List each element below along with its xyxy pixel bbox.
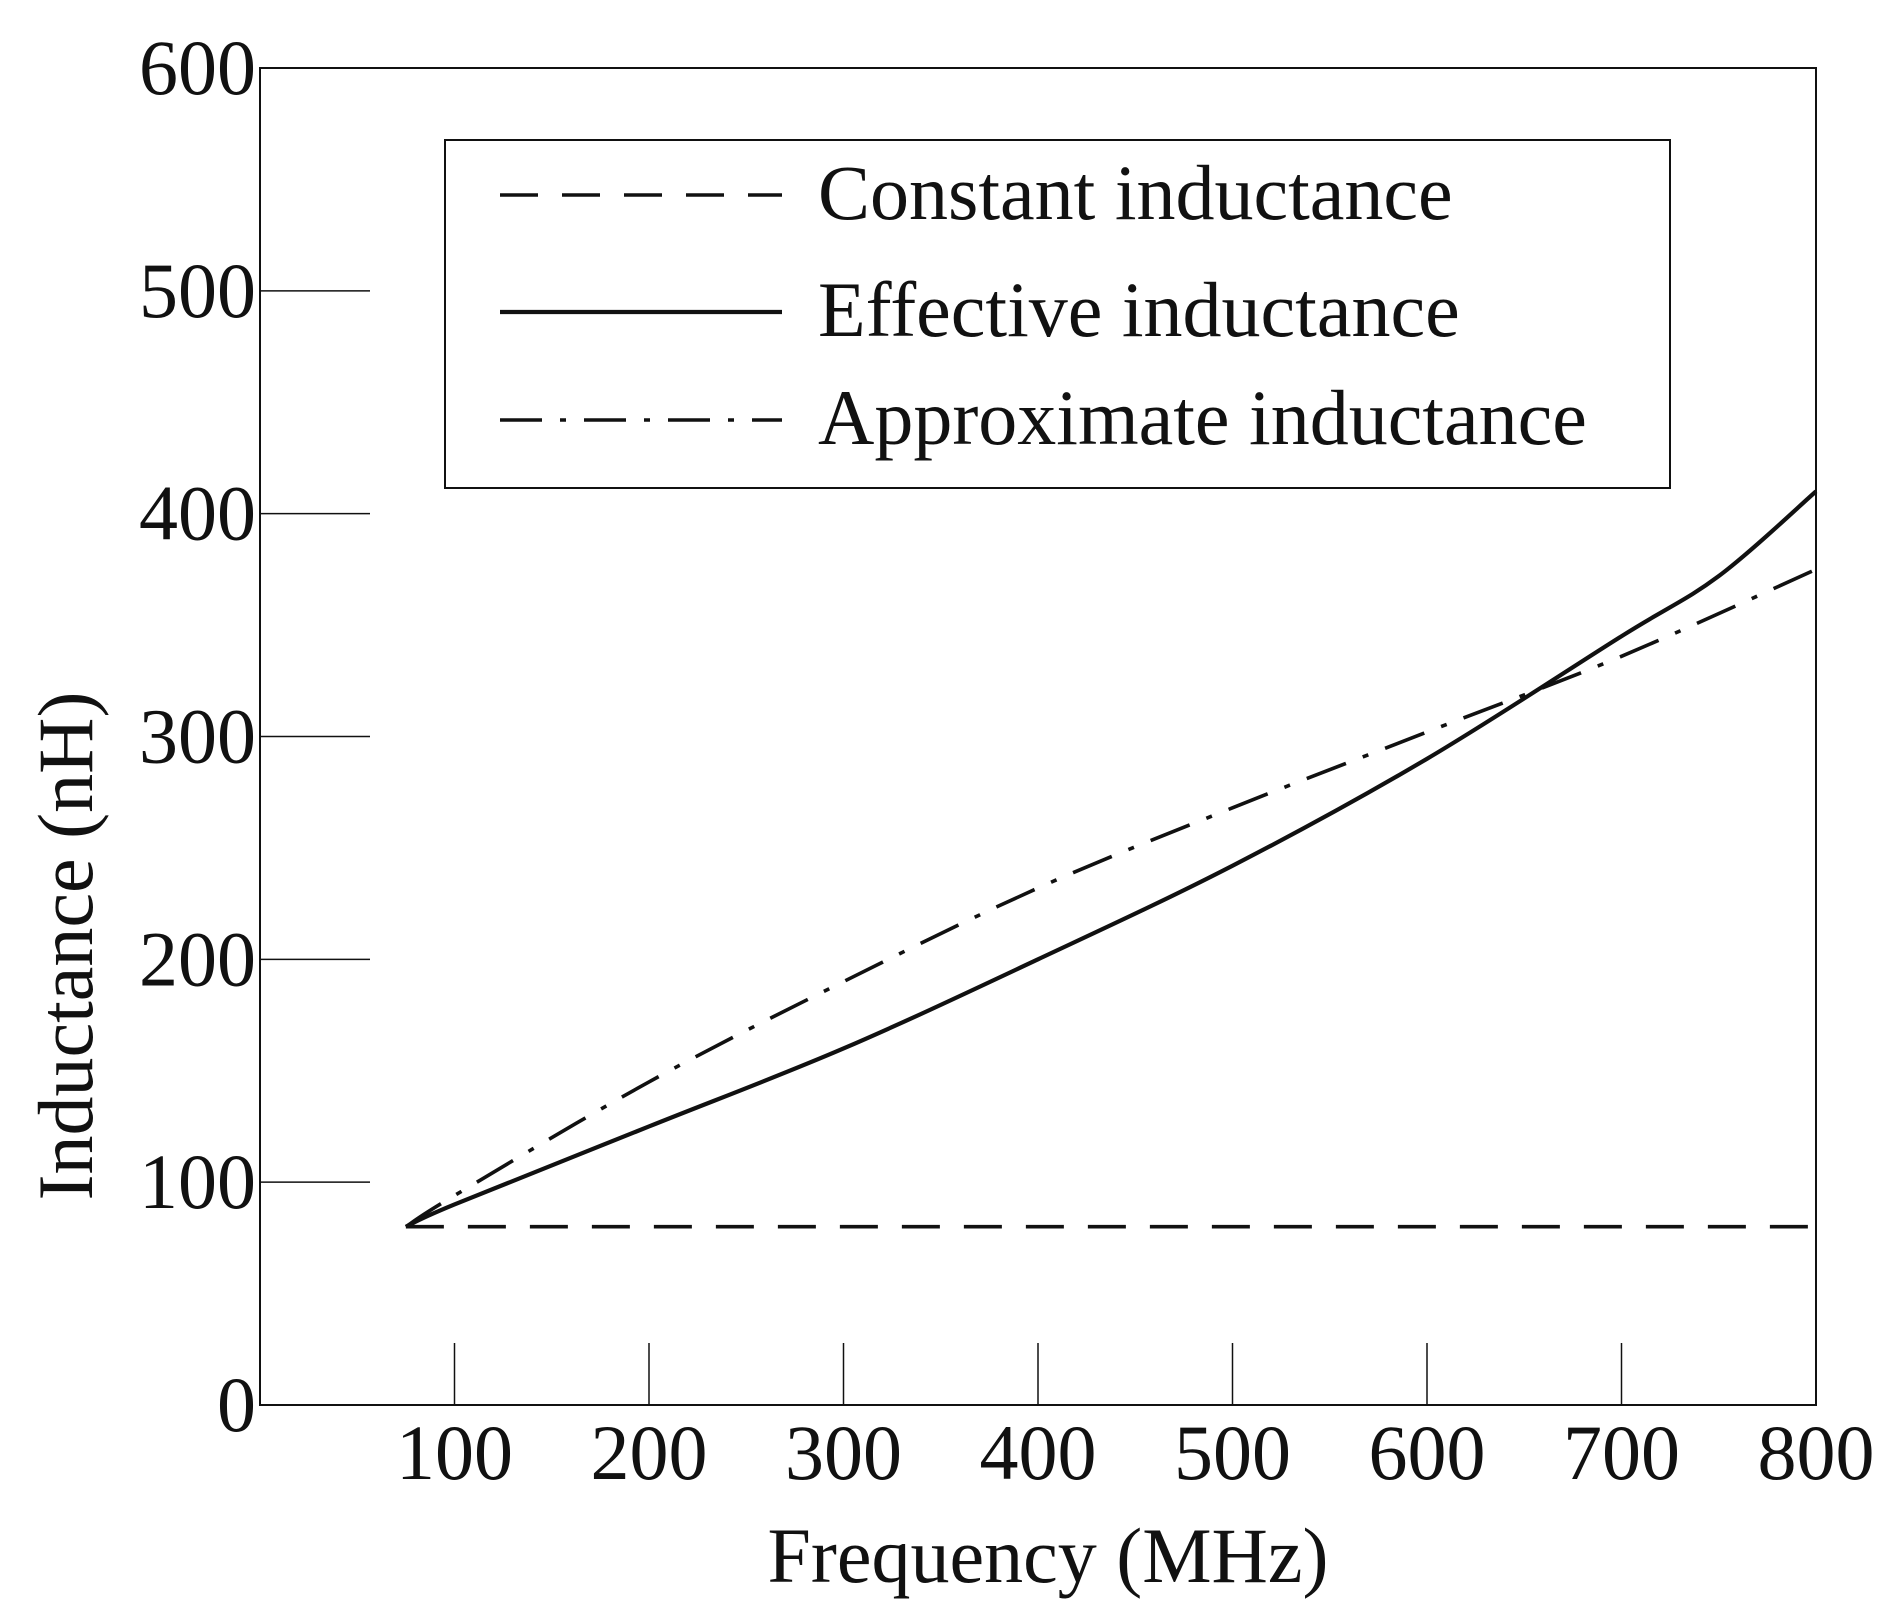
legend-label-1: Effective inductance (818, 266, 1460, 353)
series-layer (404, 489, 1818, 1229)
x-tick-label: 300 (785, 1409, 902, 1496)
y-tick-label: 300 (139, 693, 256, 780)
y-tick-label: 400 (139, 470, 256, 557)
x-tick-label: 600 (1369, 1409, 1486, 1496)
series-line-effective-inductance (404, 489, 1818, 1229)
x-tick-label: 400 (980, 1409, 1097, 1496)
x-axis-label: Frequency (MHz) (768, 1512, 1329, 1599)
x-tick-label: 800 (1758, 1409, 1875, 1496)
x-tick-label: 200 (591, 1409, 708, 1496)
y-tick-label: 100 (139, 1138, 256, 1225)
legend-label-2: Approximate inductance (818, 374, 1587, 461)
legend-layer: Constant inductance Effective inductance A… (444, 139, 1671, 489)
y-tick-label: 200 (139, 915, 256, 1002)
x-tick-label: 100 (396, 1409, 513, 1496)
y-tick-label: 600 (139, 24, 256, 111)
x-tick-label: 500 (1174, 1409, 1291, 1496)
legend-label-0: Constant inductance (818, 149, 1453, 236)
axis-layer: 0 100 200 300 400 500 600 100 200 300 400 500 600 700… (139, 24, 1875, 1496)
series-line-approximate-inductance (404, 567, 1817, 1229)
x-tick-label: 700 (1563, 1409, 1680, 1496)
y-tick-label: 0 (217, 1361, 256, 1448)
y-axis-label: Inductance (nH) (22, 692, 109, 1201)
y-tick-label: 500 (139, 247, 256, 334)
